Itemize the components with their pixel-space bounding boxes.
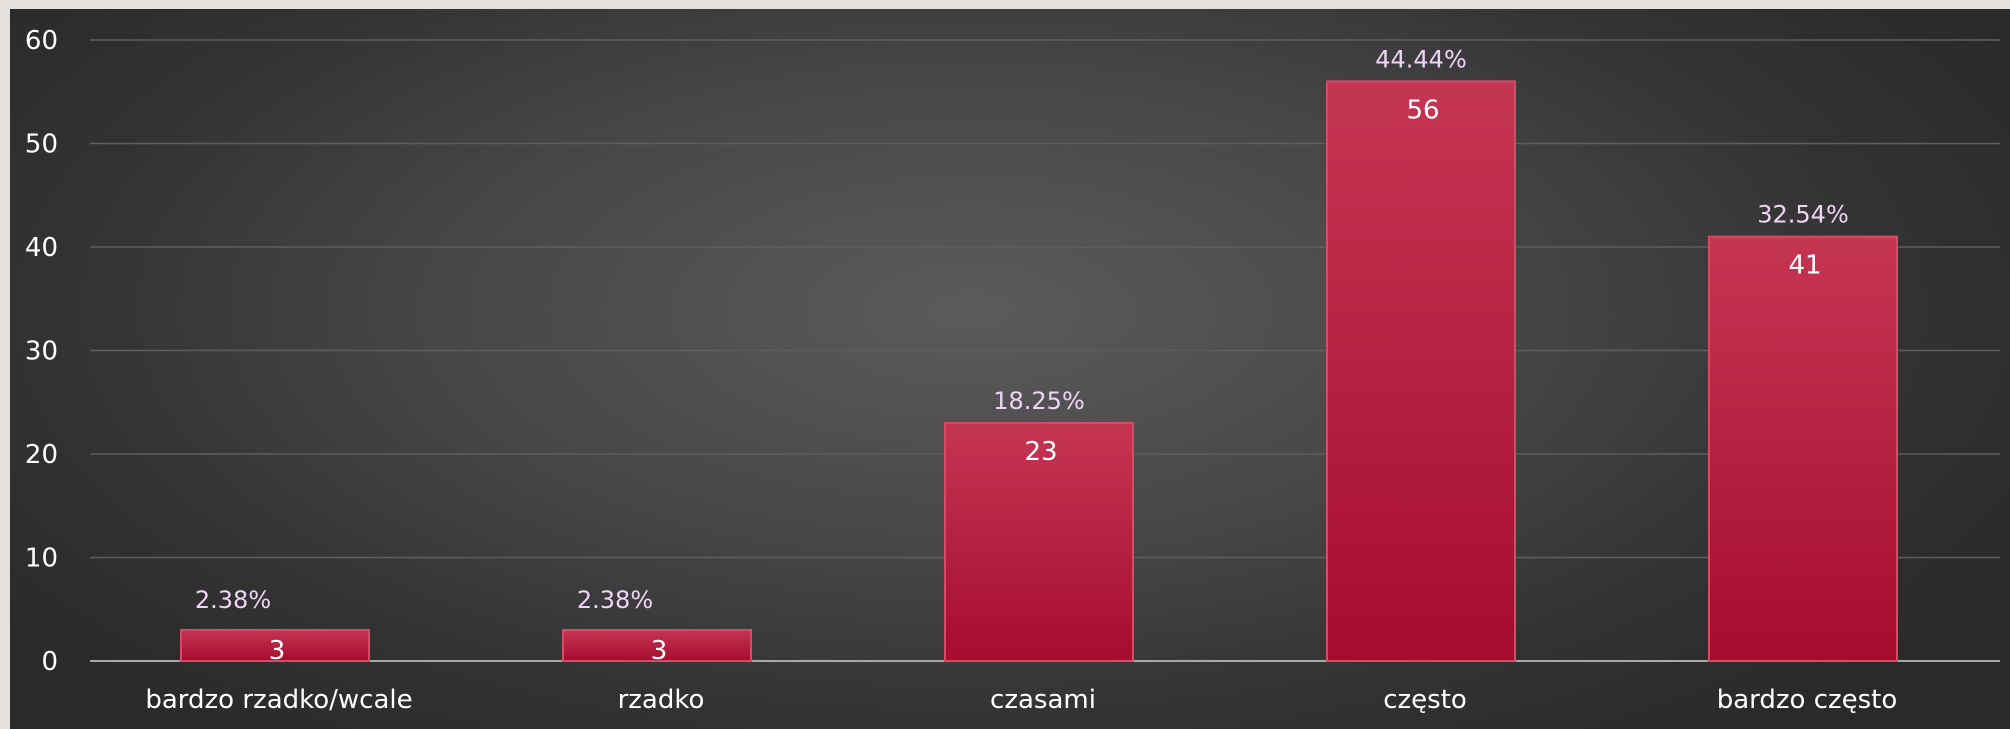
value-label: 41 (1788, 251, 1821, 281)
y-tick-label: 20 (25, 440, 58, 470)
percent-label: 18.25% (993, 387, 1085, 415)
y-tick-label: 50 (25, 130, 58, 160)
x-category-label: bardzo rzadko/wcale (145, 685, 412, 715)
bars (180, 80, 1898, 663)
x-category-label: czasami (990, 685, 1096, 715)
x-axis-categories: bardzo rzadko/wcale rzadko czasami często ba… (145, 685, 1897, 715)
x-category-label: rzadko (618, 685, 705, 715)
value-label: 3 (651, 636, 668, 666)
x-category-label: często (1383, 685, 1467, 715)
percent-label: 44.44% (1375, 45, 1467, 73)
y-tick-label: 10 (25, 544, 58, 574)
data-labels: 3 2.38% 3 2.38% 23 18.25% 56 44.44% 41 32.54% (195, 45, 1849, 666)
value-label: 56 (1406, 95, 1439, 125)
bar (562, 628, 752, 663)
value-label: 23 (1024, 437, 1057, 467)
percent-label: 2.38% (195, 586, 271, 614)
chart-panel: 0 10 20 30 40 50 60 3 2.38% 3 2.38% 23 18.25% 56 44.4… (10, 9, 2010, 729)
bar-chart: 0 10 20 30 40 50 60 3 2.38% 3 2.38% 23 18.25% 56 44.4… (25, 26, 2000, 715)
percent-label: 2.38% (577, 586, 653, 614)
bar (944, 421, 1134, 663)
value-label: 3 (269, 636, 286, 666)
y-tick-label: 30 (25, 337, 58, 367)
y-tick-label: 0 (41, 647, 58, 677)
x-category-label: bardzo często (1717, 685, 1898, 715)
y-axis-ticks: 0 10 20 30 40 50 60 (25, 26, 58, 677)
bar (1326, 80, 1516, 662)
y-tick-label: 60 (25, 26, 58, 56)
y-tick-label: 40 (25, 233, 58, 263)
bar (1708, 235, 1898, 662)
percent-label: 32.54% (1757, 201, 1849, 229)
bar (180, 628, 370, 663)
